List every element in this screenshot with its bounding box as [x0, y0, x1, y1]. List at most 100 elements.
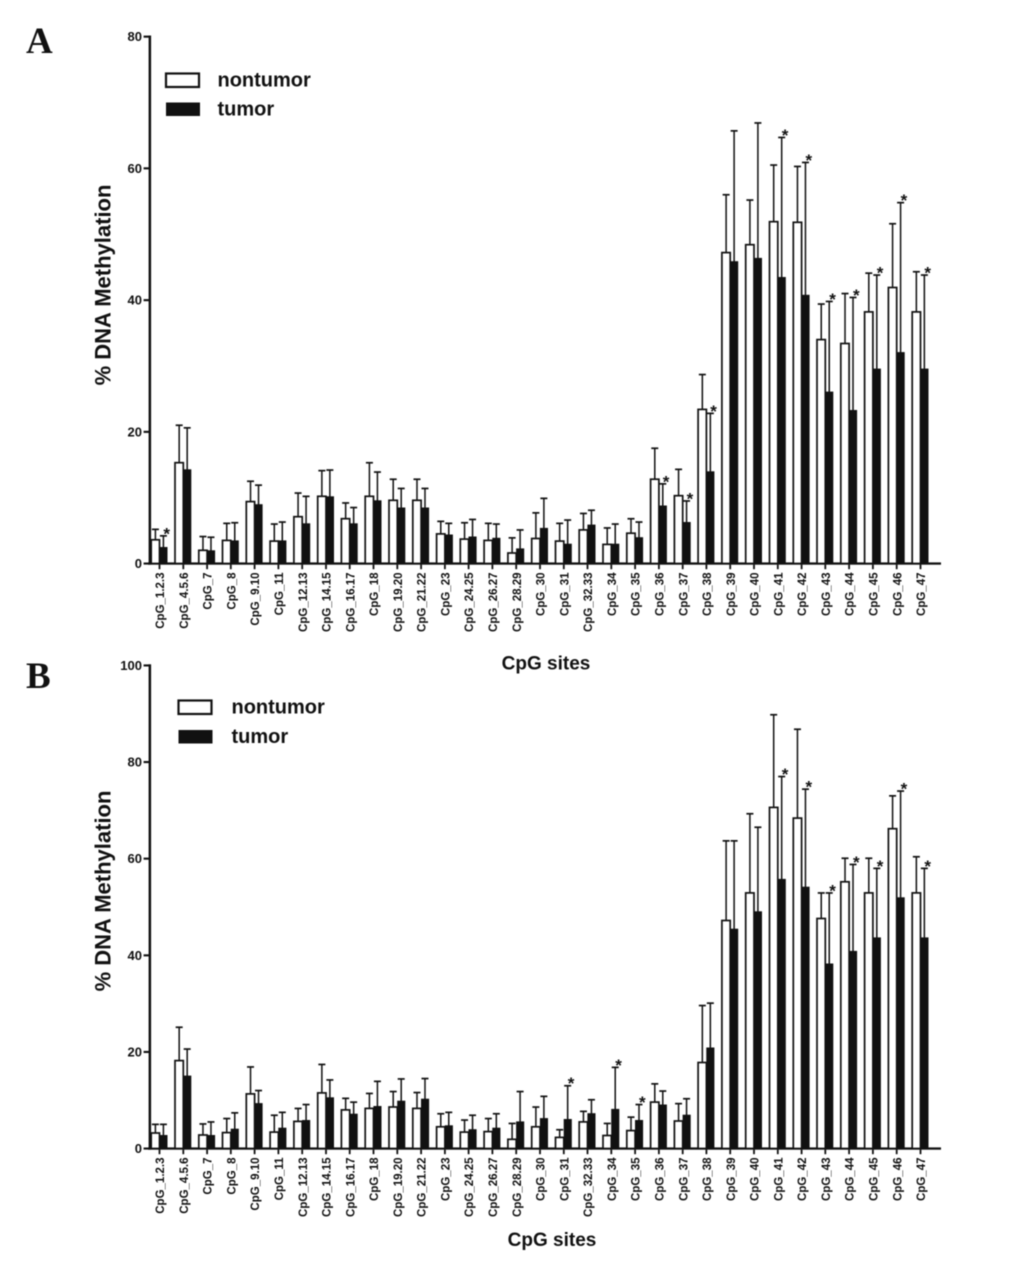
svg-text:CpG_40: CpG_40 [750, 573, 762, 616]
svg-text:CpG_34: CpG_34 [607, 572, 619, 616]
svg-text:CpG_28.29: CpG_28.29 [512, 573, 524, 632]
svg-text:CpG_37: CpG_37 [678, 573, 690, 616]
svg-text:*: * [853, 286, 860, 305]
svg-text:CpG_36: CpG_36 [655, 573, 667, 616]
svg-text:60: 60 [128, 161, 142, 176]
svg-text:CpG_34: CpG_34 [607, 1157, 619, 1201]
svg-text:CpG_38: CpG_38 [702, 1157, 714, 1201]
svg-text:nontumor: nontumor [232, 697, 326, 719]
svg-text:tumor: tumor [232, 726, 289, 748]
svg-text:CpG_26.27: CpG_26.27 [488, 1158, 500, 1217]
svg-text:*: * [568, 1074, 575, 1093]
svg-text:40: 40 [128, 293, 142, 308]
svg-text:*: * [924, 857, 931, 876]
svg-text:60: 60 [128, 851, 142, 866]
svg-text:CpG_44: CpG_44 [845, 1157, 857, 1201]
svg-text:CpG_43: CpG_43 [821, 1158, 833, 1201]
svg-text:CpG_21.22: CpG_21.22 [417, 573, 429, 632]
svg-text:*: * [924, 264, 931, 283]
svg-text:A: A [26, 21, 53, 62]
svg-text:CpG_11: CpG_11 [274, 572, 286, 615]
svg-text:CpG_11: CpG_11 [274, 1157, 286, 1200]
svg-text:CpG_46: CpG_46 [892, 573, 904, 616]
svg-text:CpG_32.33: CpG_32.33 [583, 573, 595, 632]
svg-text:80: 80 [128, 755, 142, 770]
svg-text:CpG_47: CpG_47 [916, 1158, 928, 1201]
svg-text:*: * [639, 1093, 646, 1112]
svg-text:CpG_23: CpG_23 [441, 1158, 453, 1201]
svg-text:*: * [710, 402, 717, 421]
svg-text:% DNA Methylation: % DNA Methylation [91, 185, 116, 386]
svg-text:CpG_24.25: CpG_24.25 [464, 1157, 476, 1217]
svg-text:CpG_24.25: CpG_24.25 [464, 572, 476, 632]
svg-text:CpG_36: CpG_36 [655, 1158, 667, 1201]
svg-text:CpG_23: CpG_23 [441, 573, 453, 616]
svg-text:*: * [782, 765, 789, 784]
svg-text:CpG_42: CpG_42 [797, 573, 809, 616]
svg-text:CpG_26.27: CpG_26.27 [488, 573, 500, 632]
svg-text:CpG_46: CpG_46 [892, 1158, 904, 1201]
svg-text:CpG sites: CpG sites [502, 654, 591, 675]
svg-text:CpG_35: CpG_35 [631, 572, 643, 616]
svg-text:CpG_32.33: CpG_32.33 [583, 1158, 595, 1217]
svg-text:CpG_39: CpG_39 [726, 573, 738, 616]
svg-text:CpG_21.22: CpG_21.22 [417, 1158, 429, 1217]
svg-text:*: * [877, 857, 884, 876]
svg-text:CpG_45: CpG_45 [869, 1157, 881, 1201]
svg-text:CpG_7: CpG_7 [203, 1158, 215, 1195]
svg-text:CpG_28.29: CpG_28.29 [512, 1158, 524, 1217]
svg-text:*: * [663, 472, 670, 491]
svg-text:CpG_30: CpG_30 [536, 1158, 548, 1201]
svg-text:nontumor: nontumor [218, 70, 312, 92]
svg-text:tumor: tumor [218, 99, 275, 121]
svg-text:*: * [805, 151, 812, 170]
svg-text:CpG_47: CpG_47 [916, 573, 928, 616]
svg-text:CpG_12.13: CpG_12.13 [298, 1158, 310, 1217]
svg-text:% DNA Methylation: % DNA Methylation [91, 791, 116, 992]
svg-text:*: * [805, 778, 812, 797]
svg-text:CpG_31: CpG_31 [559, 1157, 571, 1201]
svg-text:CpG_16.17: CpG_16.17 [345, 573, 357, 632]
svg-text:CpG_41: CpG_41 [773, 1157, 785, 1201]
svg-text:CpG_9.10: CpG_9.10 [250, 573, 262, 626]
svg-text:100: 100 [120, 658, 142, 673]
svg-text:CpG_44: CpG_44 [845, 572, 857, 616]
svg-text:*: * [782, 126, 789, 145]
svg-text:CpG_37: CpG_37 [678, 1158, 690, 1201]
svg-text:CpG_8: CpG_8 [226, 572, 238, 610]
svg-text:CpG_30: CpG_30 [536, 573, 548, 616]
svg-text:CpG_40: CpG_40 [750, 1158, 762, 1201]
svg-text:CpG sites: CpG sites [508, 1230, 597, 1251]
svg-text:CpG_18: CpG_18 [369, 1157, 381, 1201]
svg-text:CpG_42: CpG_42 [797, 1158, 809, 1201]
svg-text:*: * [829, 881, 836, 900]
svg-text:*: * [901, 191, 908, 210]
svg-text:CpG_1.2.3: CpG_1.2.3 [155, 1158, 167, 1214]
svg-text:CpG_19.20: CpG_19.20 [393, 573, 405, 632]
svg-text:*: * [687, 489, 694, 508]
svg-text:0: 0 [135, 556, 142, 571]
svg-text:CpG_14.15: CpG_14.15 [322, 572, 334, 632]
svg-text:CpG_43: CpG_43 [821, 573, 833, 616]
svg-text:*: * [163, 524, 170, 543]
svg-text:CpG_45: CpG_45 [869, 572, 881, 616]
svg-text:CpG_8: CpG_8 [226, 1157, 238, 1195]
svg-text:20: 20 [128, 1045, 142, 1060]
svg-text:CpG_19.20: CpG_19.20 [393, 1158, 405, 1217]
svg-text:CpG_41: CpG_41 [773, 572, 785, 616]
svg-text:CpG_12.13: CpG_12.13 [298, 573, 310, 632]
svg-text:CpG_16.17: CpG_16.17 [345, 1158, 357, 1217]
svg-text:CpG_14.15: CpG_14.15 [322, 1157, 334, 1217]
svg-text:CpG_9.10: CpG_9.10 [250, 1158, 262, 1211]
svg-text:CpG_4.5.6: CpG_4.5.6 [179, 573, 191, 629]
svg-text:*: * [615, 1056, 622, 1075]
svg-text:CpG_31: CpG_31 [559, 572, 571, 616]
svg-text:CpG_38: CpG_38 [702, 572, 714, 616]
svg-text:40: 40 [128, 948, 142, 963]
svg-text:*: * [901, 780, 908, 799]
svg-text:CpG_7: CpG_7 [203, 573, 215, 610]
svg-text:20: 20 [128, 424, 142, 439]
svg-text:*: * [829, 290, 836, 309]
svg-text:*: * [853, 853, 860, 872]
svg-text:80: 80 [128, 29, 142, 44]
